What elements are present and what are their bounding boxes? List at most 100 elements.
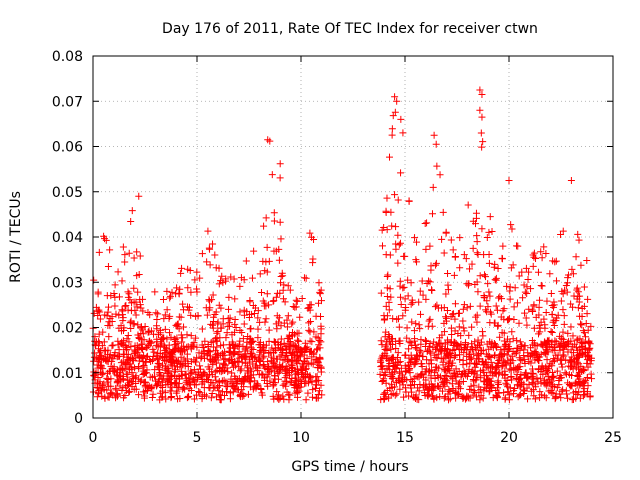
data-point [531,395,539,403]
data-point [413,352,421,360]
data-point [516,338,524,346]
data-point [216,363,224,371]
data-point [549,389,557,397]
data-point [569,270,577,278]
data-point [426,242,434,250]
data-point [247,367,255,375]
data-point [196,362,204,370]
data-point [399,284,407,292]
data-point [239,335,247,343]
data-point [227,377,235,385]
data-point [484,303,492,311]
data-point [317,363,325,371]
data-point [138,354,146,362]
data-point [179,300,187,308]
data-point [550,322,558,330]
data-point [262,302,270,310]
data-point [111,293,119,301]
data-points [89,86,596,404]
data-point [288,320,296,328]
data-point [485,288,493,296]
data-point [559,328,567,336]
data-point [158,340,166,348]
data-point [283,388,291,396]
data-point [430,395,438,403]
data-point [259,371,267,379]
y-tick-label: 0 [74,411,83,427]
data-point [451,315,459,323]
data-point [198,325,206,333]
data-point [515,354,523,362]
data-point [426,339,434,347]
data-point [550,316,558,324]
data-point [418,371,426,379]
data-point [449,384,457,392]
data-point [523,321,531,329]
data-point [459,378,467,386]
data-point [283,316,291,324]
data-point [513,299,521,307]
data-point [238,358,246,366]
data-point [289,356,297,364]
data-point [540,243,548,251]
data-point [509,335,517,343]
data-point [476,86,484,94]
data-point [397,115,405,123]
data-point [240,320,248,328]
data-point [455,379,463,387]
data-point [396,293,404,301]
data-point [143,343,151,351]
data-point [405,363,413,371]
data-point [202,392,210,400]
data-point [383,293,391,301]
data-point [524,373,532,381]
data-point [500,329,508,337]
data-point [407,279,415,287]
data-point [294,365,302,373]
x-tick-label: 0 [89,430,98,446]
data-point [433,341,441,349]
data-point [477,374,485,382]
data-point [219,279,227,287]
data-point [518,268,526,276]
data-point [246,296,254,304]
data-point [132,380,140,388]
data-point [408,318,416,326]
data-point [93,393,101,401]
data-point [382,302,390,310]
data-point [94,288,102,296]
data-point [93,384,101,392]
x-tick-label: 10 [292,430,310,446]
data-point [211,383,219,391]
data-point [133,248,141,256]
data-point [538,341,546,349]
data-point [200,368,208,376]
data-point [537,350,545,358]
data-point [433,301,441,309]
data-point [587,354,595,362]
data-point [178,264,186,272]
data-point [265,337,273,345]
data-point [277,235,285,243]
data-point [572,253,580,261]
data-point [540,378,548,386]
data-point [496,351,504,359]
data-point [586,393,594,401]
data-point [253,382,261,390]
data-point [498,363,506,371]
data-point [282,366,290,374]
data-point [173,384,181,392]
data-point [210,343,218,351]
data-point [284,312,292,320]
data-point [409,393,417,401]
data-point [509,261,517,269]
data-point [200,378,208,386]
data-point [444,366,452,374]
data-point [556,332,564,340]
data-point [493,364,501,372]
data-point [262,341,270,349]
data-point [500,389,508,397]
data-point [451,346,459,354]
data-point [135,344,143,352]
data-point [529,308,537,316]
